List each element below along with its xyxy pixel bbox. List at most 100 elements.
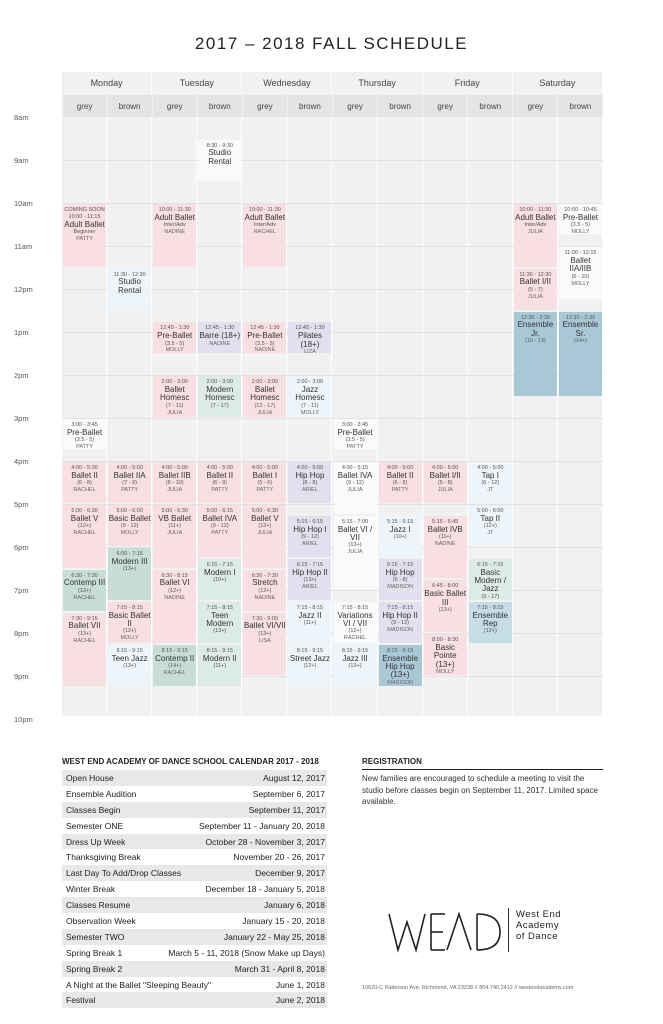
calendar-row: A Night at the Ballet "Sleeping Beauty" J…	[62, 977, 327, 993]
class-name: Basic Modern / Jazz	[474, 567, 507, 594]
class-name: Hip Hop II	[382, 610, 418, 620]
calendar-row: Classes Begin September 11, 2017	[62, 801, 327, 818]
schedule-column	[107, 117, 153, 716]
class-age: (3.5 - 5)	[570, 222, 591, 229]
class-name: Ballet Homesc	[160, 384, 190, 403]
class-age: (13+)	[348, 663, 362, 670]
calendar-row: Semester ONE September 11 - January 20, 2…	[62, 818, 327, 834]
class-instructor: MADISON	[387, 583, 413, 590]
class-age: (12+)	[258, 587, 272, 594]
calendar-date: June 1, 2018	[275, 979, 325, 990]
studio-header-grey: grey	[333, 95, 378, 117]
class-block: 8:15 - 9:15 Ensemble Hip Hop (13+) MADISON	[378, 644, 422, 686]
class-name: Pre-Ballet	[66, 427, 103, 437]
class-time: 2:00 - 3:00	[251, 379, 279, 385]
class-instructor: PATTY	[76, 236, 93, 243]
time-label: 9am	[14, 156, 29, 165]
calendar-title: WEST END ACADEMY OF DANCE SCHOOL CALENDA…	[62, 757, 319, 766]
class-block: 12:45 - 1:30 Pre-Ballet (3.5 - 5) NADINE	[243, 322, 287, 353]
class-name: Hip Hop II	[292, 567, 328, 577]
class-name: Contemp III	[63, 578, 106, 588]
class-age: (6 - 8)	[392, 577, 408, 584]
day-header-thursday: Thursday	[333, 72, 423, 94]
class-time: 8:15 - 9:15	[386, 647, 414, 654]
class-instructor: MOLLY	[571, 229, 590, 235]
class-name: Ballet VI	[159, 578, 190, 588]
class-age: (5 - 8)	[437, 480, 453, 487]
class-instructor: PATTY	[346, 444, 364, 450]
class-time: 12:30 - 2:30	[520, 314, 551, 321]
class-name: Modern Homesc	[205, 384, 235, 403]
class-block: 4:00 - 5:00 Ballet II (6 - 8) PATTY	[198, 462, 242, 503]
class-block: 6:30 - 7:30 Stretch (12+) NADINE	[243, 569, 287, 611]
class-instructor: PATTY	[76, 444, 93, 450]
class-time: 6:15 - 7:15	[386, 561, 414, 568]
class-name: Jazz III	[342, 653, 368, 663]
time-label: 11am	[14, 242, 33, 251]
schedule-column	[513, 117, 558, 716]
calendar-date: November 20 - 26, 2017	[233, 852, 325, 863]
class-block: 7:15 - 8:15 Teen Modern (13+)	[198, 601, 242, 643]
calendar-row: Thanksgiving Break November 20 - 26, 2017	[62, 849, 327, 865]
class-block: 6:15 - 7:15 Basic Modern / Jazz (9 - 17)	[468, 558, 512, 600]
class-age: (12+)	[483, 523, 497, 530]
class-block: 10:00 - 10:45 Pre-Ballet (3.5 - 5) MOLLY	[558, 204, 602, 235]
class-time: 8:30 - 9:30	[206, 142, 233, 149]
class-block: 4:00 - 5:00 Ballet II (6 - 8) PATTY	[378, 462, 422, 503]
calendar-event: Festival	[66, 995, 96, 1006]
class-name: Hip Hop	[385, 567, 415, 577]
class-instructor: LIZA	[304, 348, 316, 353]
class-age: Inter/Adv	[163, 222, 186, 229]
calendar-row: Last Day To Add/Drop Classes December 9, …	[62, 865, 327, 882]
logo-line-2: Academy	[516, 919, 560, 931]
class-block: 4:00 - 5:00 Ballet IIA (7 - 9) PATTY	[108, 462, 152, 503]
class-name: VB Ballet	[158, 513, 192, 523]
class-block: 12:45 - 1:30 Pilates (18+) LIZA	[288, 322, 332, 353]
class-instructor: JULIA	[167, 530, 183, 537]
logo-line-3: of Dance	[516, 930, 559, 942]
class-block: 4:00 - 5:15 Ballet IVA (9 - 12) JULIA	[333, 462, 377, 514]
class-age: (13+)	[438, 606, 452, 613]
class-time: 7:15 - 8:15	[477, 604, 504, 611]
class-age: (6 - 8)	[77, 480, 92, 487]
studio-header-brown: brown	[197, 95, 242, 117]
class-instructor: PATTY	[121, 487, 139, 494]
class-time: 10:00 - 11:30	[248, 207, 281, 213]
class-name: Ballet V	[70, 513, 99, 523]
class-age: (11+)	[168, 523, 181, 530]
calendar-event: Winter Break	[66, 884, 116, 895]
studio-header-grey: grey	[242, 95, 287, 117]
class-block: 6:15 - 7:15 Hip Hop II (13+) ARIEL	[288, 558, 332, 600]
wead-logo: West End Academy of Dance	[387, 900, 607, 960]
class-block: 10:00 - 11:30 Adult Ballet Inter/Adv NADINE	[153, 204, 197, 267]
class-age: (10+)	[393, 534, 407, 541]
class-time: 7:15 - 8:15	[341, 604, 369, 611]
calendar-date: March 5 - 11, 2018 (Snow Make up Days)	[168, 947, 325, 958]
class-instructor: RACHEL	[73, 637, 96, 644]
class-block: 5:00 - 6:00 Basic Ballet (9 - 12) MOLLY	[108, 505, 152, 546]
class-time: 5:15 - 6:15	[296, 518, 324, 525]
class-name: Ballet IIB	[158, 470, 191, 480]
day-header-wednesday: Wednesday	[242, 72, 333, 94]
class-time: 4:00 - 5:00	[206, 465, 233, 471]
class-name: Ballet VI/VII	[243, 621, 286, 631]
class-name: Jazz II	[298, 610, 322, 620]
class-instructor: PATTY	[256, 487, 274, 494]
calendar-event: Last Day To Add/Drop Classes	[66, 868, 182, 879]
schedule-column	[197, 117, 243, 716]
schedule-column	[287, 117, 333, 716]
class-time: 7:15 - 8:15	[296, 604, 324, 611]
class-name: Barre (18+)	[199, 331, 241, 341]
class-block: 6:30 - 8:15 Ballet VI (12+) NADINE	[153, 569, 197, 643]
class-name: Adult Ballet	[244, 212, 286, 222]
class-name: Adult Ballet	[64, 219, 105, 229]
class-block: 7:30 - 9:15 Ballet VII (13+) RACHEL	[63, 612, 107, 686]
class-time: 7:15 - 8:15	[116, 604, 143, 611]
class-block: 8:30 - 9:30 Studio Rental	[198, 139, 242, 181]
class-age: (6 - 8)	[212, 480, 228, 487]
calendar-event: Semester TWO	[66, 931, 125, 942]
class-instructor: RACHEL	[253, 229, 277, 236]
class-age: (14+)	[573, 338, 587, 345]
calendar-event: Ensemble Audition	[66, 788, 137, 799]
class-name: Ballet IIA/IIB	[569, 255, 592, 274]
